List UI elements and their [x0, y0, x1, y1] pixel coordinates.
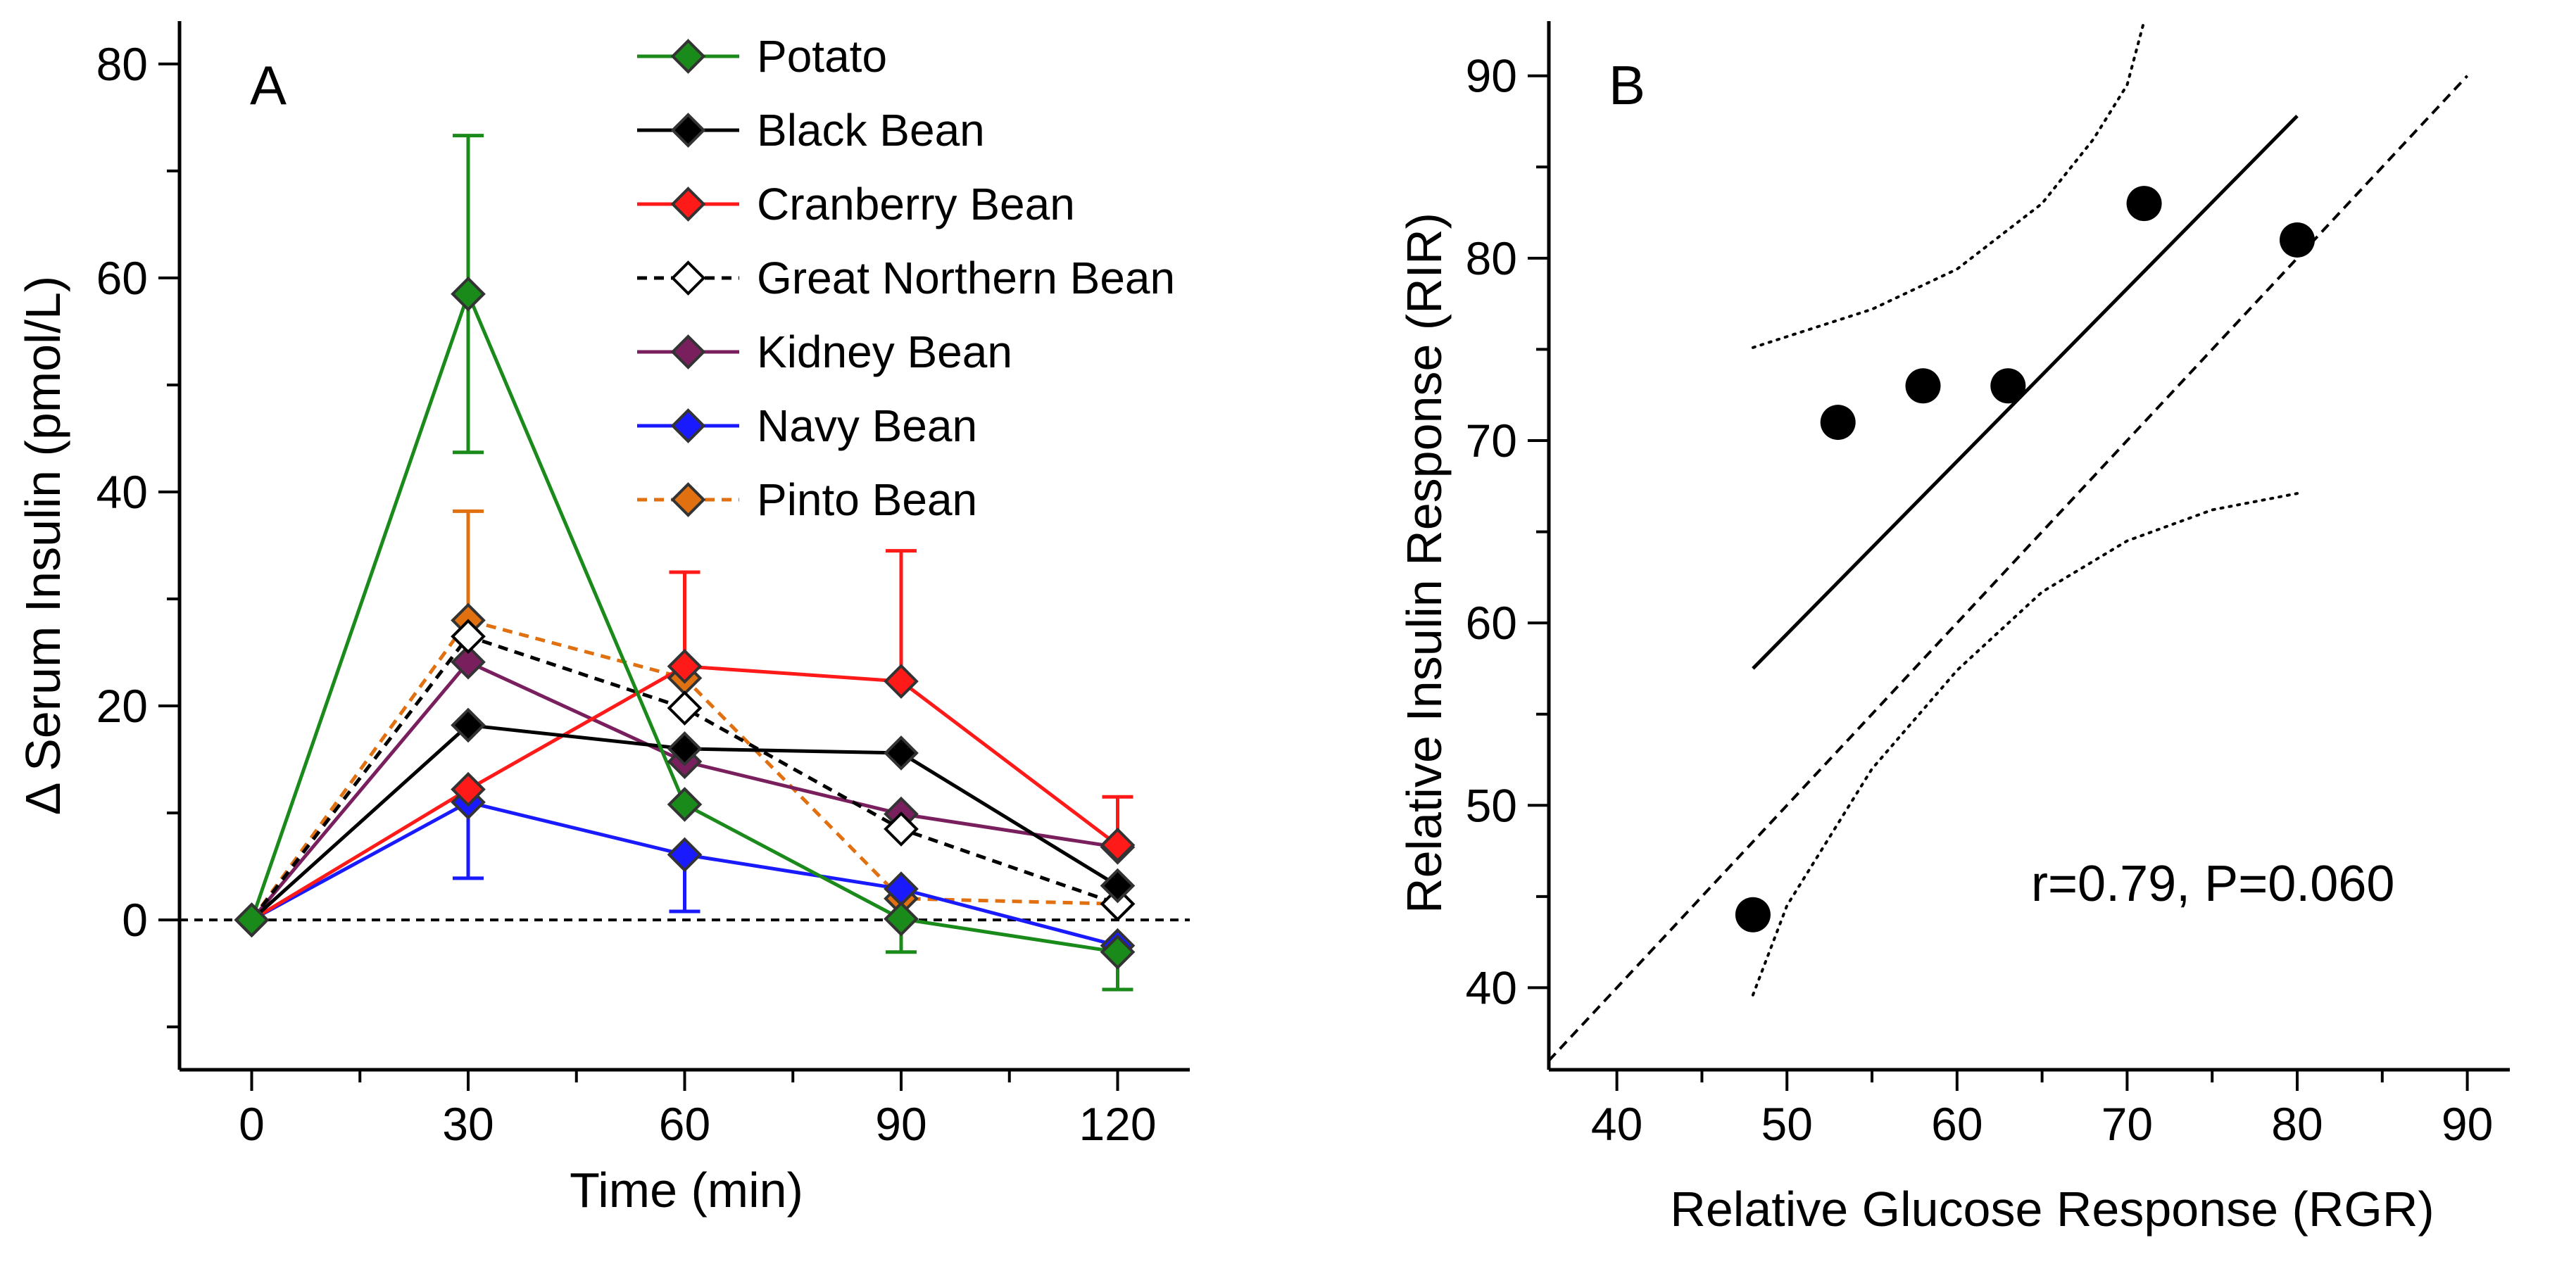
legend-label-kidney-bean: Kidney Bean	[757, 327, 1012, 377]
panel-a-error-bars	[453, 134, 1133, 992]
x-axis-label-a: Time (min)	[570, 1163, 803, 1218]
y-tick-label-a: 40	[96, 466, 148, 518]
legend-marker-great-northern-bean	[670, 260, 706, 296]
legend-label-cranberry-bean: Cranberry Bean	[757, 179, 1075, 229]
marker-great-northern-bean	[1100, 886, 1136, 922]
correlation-annotation: r=0.79, P=0.060	[2031, 856, 2394, 912]
data-point	[2126, 186, 2162, 222]
marker-cranberry-bean	[451, 771, 486, 807]
panel-a-label: A	[250, 54, 287, 116]
panel-b-points	[1735, 186, 2316, 933]
x-tick-label-a: 120	[1079, 1098, 1156, 1150]
data-point	[1990, 368, 2026, 404]
marker-potato	[884, 901, 919, 937]
x-tick-label-a: 90	[875, 1098, 926, 1150]
marker-great-northern-bean	[667, 690, 703, 726]
panel-b-label: B	[1609, 54, 1645, 116]
data-point	[1820, 405, 1856, 441]
y-tick-label-a: 60	[96, 252, 148, 304]
data-point	[1735, 897, 1771, 933]
legend-label-great-northern-bean: Great Northern Bean	[757, 253, 1175, 303]
y-tick-label-a: 0	[122, 894, 148, 946]
y-tick-label-b: 50	[1466, 779, 1517, 831]
data-point	[2280, 222, 2316, 258]
y-tick-label-b: 90	[1466, 50, 1517, 102]
x-tick-label-b: 70	[2101, 1098, 2153, 1150]
marker-potato	[234, 902, 270, 937]
x-tick-label-a: 0	[239, 1098, 265, 1150]
x-axis-label-b: Relative Glucose Response (RGR)	[1670, 1182, 2434, 1237]
y-axis-label-b: Relative Insulin Response (RIR)	[1397, 213, 1452, 914]
legend-marker-navy-bean	[670, 408, 706, 443]
legend-label-black-bean: Black Bean	[757, 105, 985, 156]
marker-cranberry-bean	[1100, 827, 1136, 863]
y-axis-label-a: Δ Serum Insulin (pmol/L)	[15, 276, 70, 815]
marker-cranberry-bean	[884, 664, 919, 699]
legend: Potato Black Bean Cranberry Bean Great Nort…	[637, 31, 1175, 525]
panel-b-ticks: 40 50 60 70 80 90 40 50 60 70 80 90	[1466, 50, 2494, 1150]
x-tick-label-a: 60	[659, 1098, 710, 1150]
series-line-great-northern-bean	[250, 634, 1119, 921]
y-tick-label-b: 70	[1466, 415, 1517, 467]
marker-potato	[1100, 934, 1136, 970]
legend-marker-potato	[670, 39, 706, 74]
marker-potato	[667, 787, 703, 822]
confidence-band-lower	[1751, 492, 2299, 997]
panel-a-markers	[234, 276, 1136, 970]
y-tick-label-a: 20	[96, 680, 148, 732]
x-tick-label-b: 80	[2271, 1098, 2323, 1150]
marker-black-bean	[1100, 868, 1136, 904]
y-tick-label-a: 80	[96, 38, 148, 90]
legend-label-potato: Potato	[757, 31, 887, 82]
x-tick-label-a: 30	[442, 1098, 494, 1150]
legend-marker-pinto-bean	[670, 482, 706, 517]
marker-black-bean	[667, 731, 703, 766]
marker-black-bean	[884, 735, 919, 771]
x-tick-label-b: 50	[1761, 1098, 1813, 1150]
identity-line	[1547, 75, 2469, 1062]
panel-a-ticks: 0 20 40 60 80 0 30 60 90 120	[96, 38, 1190, 1150]
marker-great-northern-bean	[451, 619, 486, 655]
x-tick-label-b: 40	[1591, 1098, 1642, 1150]
legend-marker-cranberry-bean	[670, 187, 706, 222]
data-point	[1905, 368, 1941, 404]
x-tick-label-b: 60	[1931, 1098, 1983, 1150]
marker-potato	[451, 276, 486, 312]
marker-kidney-bean	[451, 644, 486, 680]
legend-marker-kidney-bean	[670, 334, 706, 369]
x-tick-label-b: 90	[2442, 1098, 2493, 1150]
confidence-band-upper	[1751, 20, 2146, 349]
panel-b-axes	[1547, 21, 2510, 1072]
y-tick-label-b: 80	[1466, 232, 1517, 284]
marker-black-bean	[451, 707, 486, 743]
marker-cranberry-bean	[667, 648, 703, 684]
marker-great-northern-bean	[884, 811, 919, 847]
y-tick-label-b: 60	[1466, 597, 1517, 649]
marker-navy-bean	[667, 837, 703, 873]
legend-marker-black-bean	[670, 113, 706, 148]
panel-a: 0 20 40 60 80 0 30 60 90 120 Potato Black Bean Cran…	[15, 21, 1190, 1218]
legend-label-navy-bean: Navy Bean	[757, 400, 977, 451]
panel-b: 40 50 60 70 80 90 40 50 60 70 80 90 B Relative Gluc…	[1397, 20, 2510, 1237]
legend-label-pinto-bean: Pinto Bean	[757, 474, 977, 525]
regression-line	[1752, 114, 2299, 670]
y-tick-label-b: 40	[1466, 961, 1517, 1013]
